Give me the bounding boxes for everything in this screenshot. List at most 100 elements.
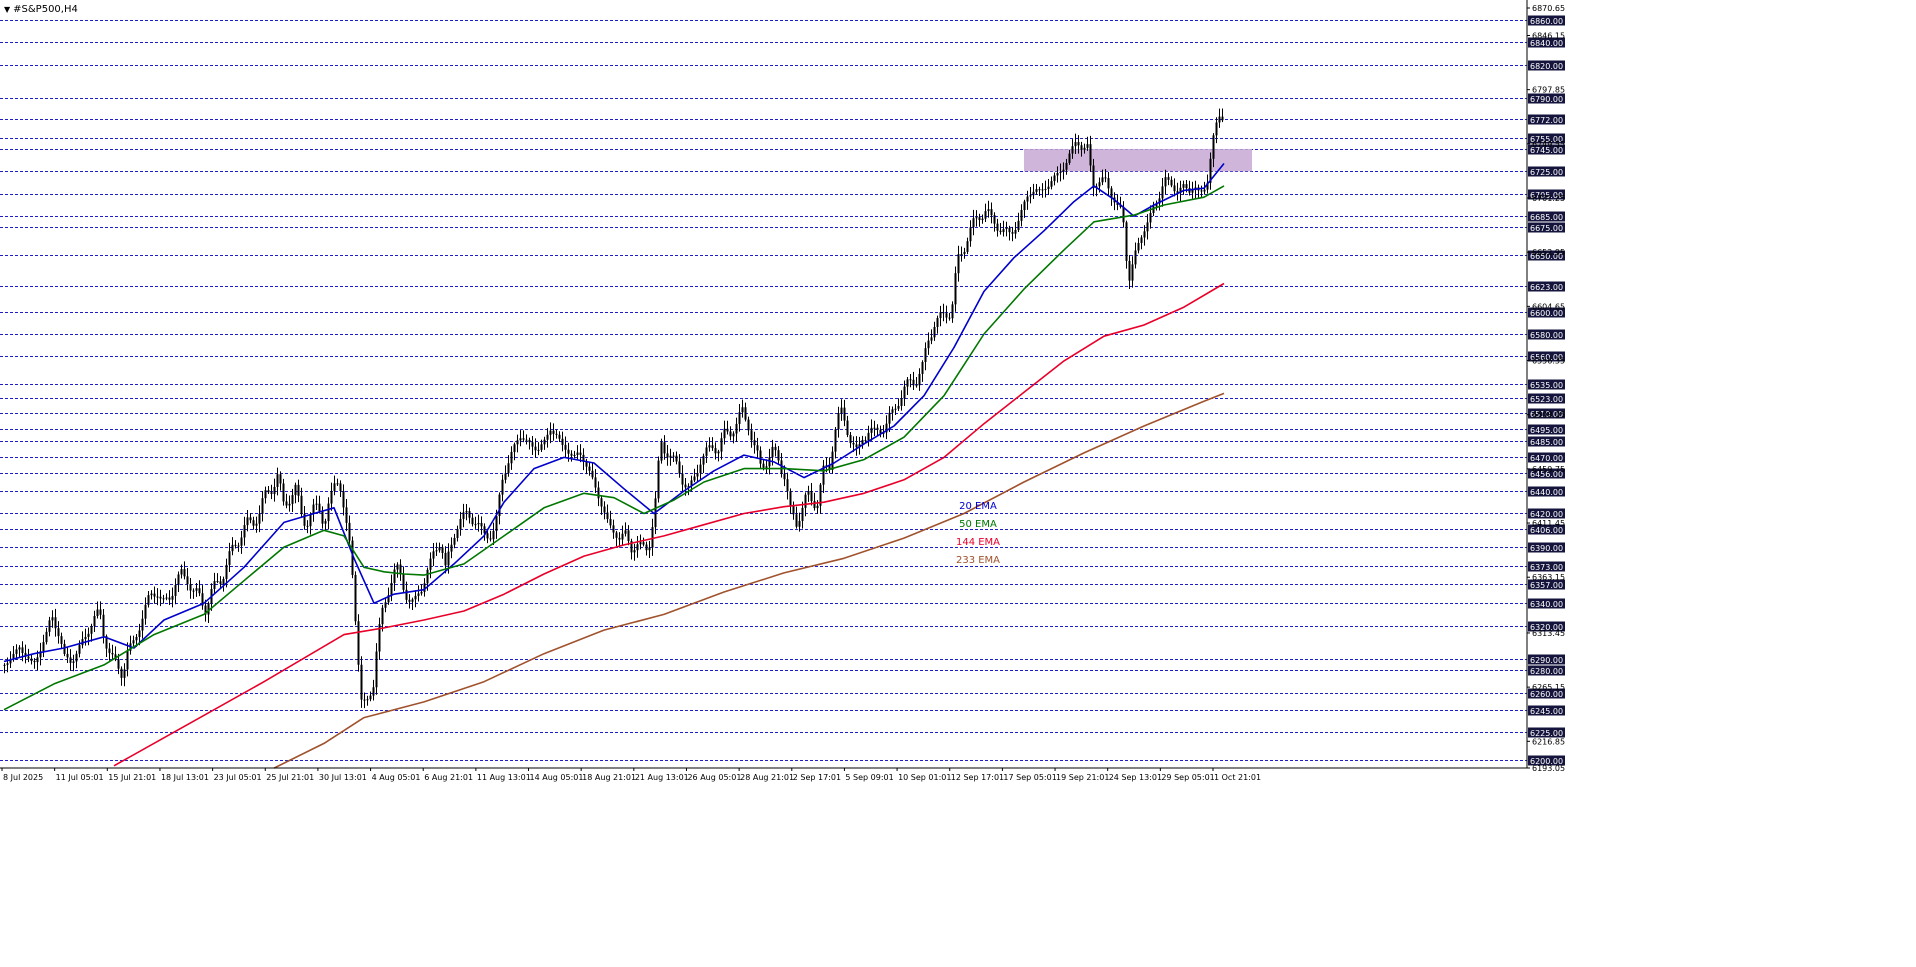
candle-body [354,574,357,622]
candle-body [1203,189,1206,192]
price-scale-label: 6265.15 [1532,683,1565,692]
candle-body [1011,232,1014,234]
candle-body [384,602,387,608]
price-level-tag [1528,379,1565,390]
price-level-label: 6523.00 [1530,395,1563,404]
candle-body [60,636,63,644]
price-level-label: 6440.00 [1530,488,1563,497]
candle-body [1092,165,1095,189]
chart-symbol-label: #S&P500,H4 [13,4,78,15]
price-scale-label: 6508.05 [1532,411,1565,420]
price-level-tag [1528,486,1565,497]
candle-body [417,593,420,596]
candle-body [816,505,819,509]
candle-body [915,385,918,387]
candle-body [276,474,279,487]
time-tick-label: 19 Sep 21:01 [1056,773,1109,782]
price-scale-label: 6749.55 [1532,140,1565,149]
price-level-tag [1528,654,1565,665]
candle-body [657,460,660,499]
candle-body [1191,190,1194,193]
candle-body [246,517,249,526]
candle-body [360,664,363,700]
price-level-tag [1528,189,1565,200]
price-level-tag [1528,542,1565,553]
time-tick-label: 6 Aug 21:01 [424,773,473,782]
candle-body [291,495,294,504]
candle-body [1185,184,1188,189]
candle-body [1140,237,1143,243]
price-level-tag [1528,424,1565,435]
candle-body [855,444,858,448]
candle-body [318,503,321,512]
candle-body [90,626,93,634]
candle-body [228,551,231,565]
candle-body [309,513,312,527]
time-tick-label: 25 Jul 21:01 [266,773,314,782]
candle-body [516,440,519,445]
price-level-tag [1528,508,1565,519]
candle-body [375,651,378,688]
candle-body [993,215,996,224]
candle-body [1086,144,1089,148]
price-level-tag [1528,727,1565,738]
price-level-tag [1528,144,1565,155]
candle-body [636,544,639,551]
price-level-tag [1528,452,1565,463]
candle-body [1110,188,1113,198]
candle-body [1041,189,1044,191]
price-level-label: 6580.00 [1530,331,1563,340]
candle-body [720,438,723,452]
price-scale-label: 6701.25 [1532,194,1565,203]
candle-body [1107,178,1110,189]
candle-body [858,444,861,448]
candle-body [696,473,699,477]
price-level-tag [1528,93,1565,104]
candle-body [888,412,891,424]
dropdown-triangle-icon[interactable]: ▼ [4,5,11,14]
candle-body [1074,142,1077,147]
ema-line [273,392,1225,769]
candle-body [648,547,651,551]
candle-body [177,574,180,586]
price-level-label: 6485.00 [1530,438,1563,447]
candle-body [156,596,159,598]
candle-body [714,448,717,454]
candle-body [903,386,906,399]
time-tick-label: 2 Sep 17:01 [793,773,841,782]
price-level-label: 6685.00 [1530,213,1563,222]
time-tick-label: 24 Sep 13:01 [1109,773,1162,782]
time-tick-label: 18 Jul 13:01 [161,773,209,782]
price-level-label: 6725.00 [1530,168,1563,177]
candle-body [219,581,222,584]
candle-body [423,583,426,592]
price-level-tag [1528,114,1565,125]
candle-body [108,648,111,653]
candle-body [237,545,240,547]
candle-body [591,470,594,478]
candle-body [570,453,573,456]
price-level-tag [1528,688,1565,699]
price-level-label: 6260.00 [1530,690,1563,699]
candle-body [519,438,522,441]
candle-body [267,490,270,493]
candle-body [633,550,636,553]
candle-body [492,530,495,540]
candle-body [258,513,261,524]
candle-body [204,605,207,615]
candle-body [630,541,633,553]
candle-body [1077,142,1080,146]
candle-body [132,640,135,644]
candle-body [807,490,810,495]
candle-body [408,599,411,602]
price-axis[interactable]: 6860.00 6840.00 6820.00 6790.00 6772.00 6755.… [0,0,1565,773]
candle-body [609,519,612,526]
time-axis[interactable]: 8 Jul 2025 11 Jul 05:01 15 Jul 21:01 18 Jul… [1,768,1261,782]
candle-body [498,494,501,517]
candle-body [1134,250,1137,265]
price-level-tag [1528,37,1565,48]
candle-body [978,217,981,221]
candle-body [1104,177,1107,179]
